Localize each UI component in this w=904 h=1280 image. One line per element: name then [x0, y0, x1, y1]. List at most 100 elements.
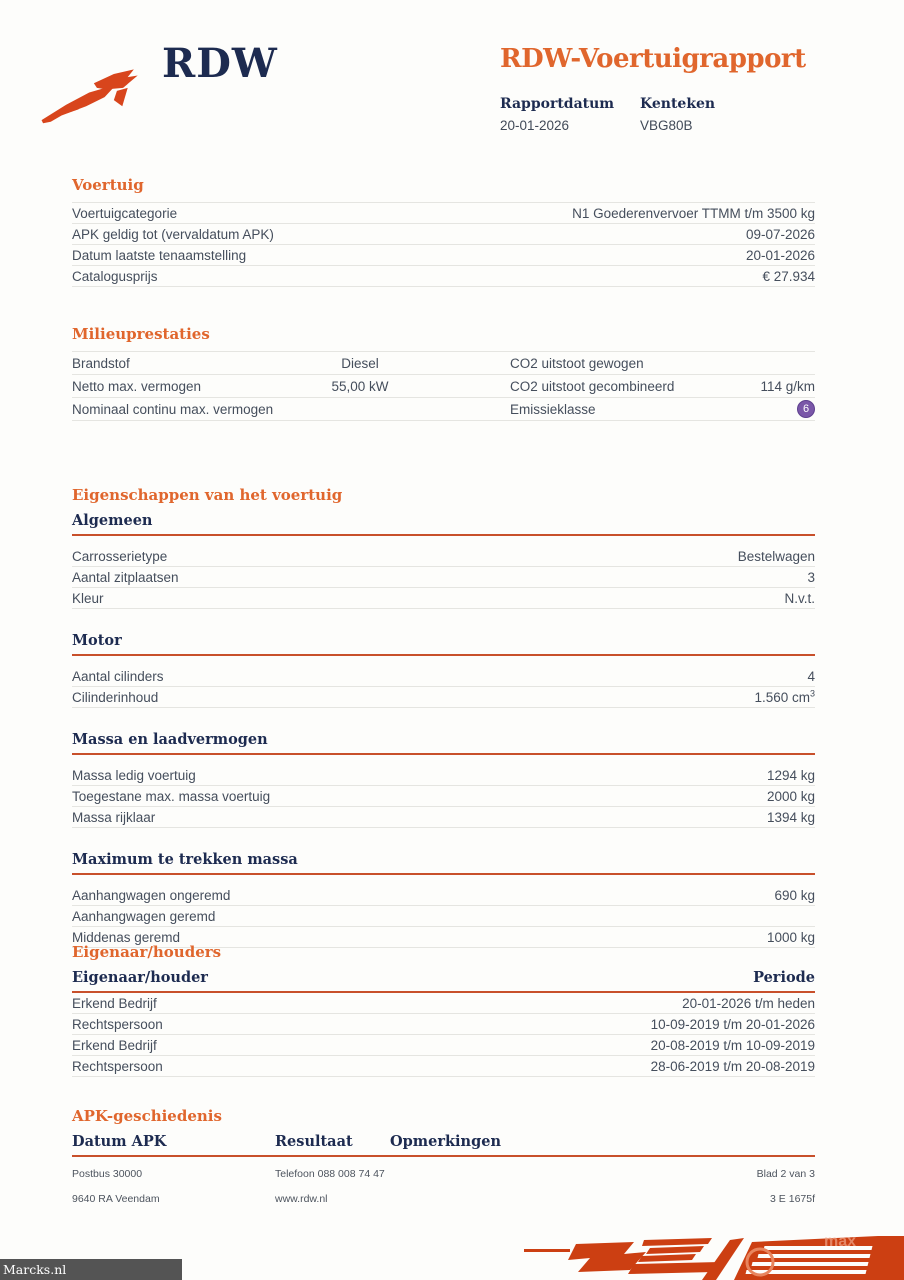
group-heading: Algemeen [72, 512, 815, 536]
owner-cell: Rechtspersoon [72, 1058, 163, 1074]
owner-cell: Erkend Bedrijf [72, 995, 157, 1011]
row-value: 1000 kg [766, 929, 815, 945]
column-header-result: Resultaat [275, 1133, 353, 1150]
period-cell: 28-06-2019 t/m 20-08-2019 [650, 1058, 815, 1074]
footer-website: www.rdw.nl [275, 1193, 328, 1205]
rdw-logo: RDW [40, 40, 278, 132]
speed-truck-graphic: max [524, 1233, 904, 1280]
row-value: € 27.934 [762, 268, 815, 284]
table-row: Carrosserietype Bestelwagen [72, 546, 815, 567]
group-heading: Maximum te trekken massa [72, 851, 815, 875]
row-value: N.v.t. [784, 590, 815, 606]
report-date-value: 20-01-2026 [500, 118, 570, 133]
apk-table-header: Datum APK Resultaat Opmerkingen [72, 1133, 815, 1157]
table-row: Erkend Bedrijf 20-01-2026 t/m heden [72, 993, 815, 1014]
row-value: 20-01-2026 [745, 247, 815, 263]
table-row: Massa ledig voertuig 1294 kg [72, 765, 815, 786]
section-milieuprestaties: Milieuprestaties Brandstof Diesel CO2 ui… [72, 325, 815, 421]
group-heading: Motor [72, 632, 815, 656]
table-row: Netto max. vermogen 55,00 kW CO2 uitstoo… [72, 375, 815, 398]
row-value: Bestelwagen [737, 548, 815, 564]
rdw-wing-icon [41, 69, 138, 124]
period-cell: 20-08-2019 t/m 10-09-2019 [650, 1037, 815, 1053]
row-label: Emissieklasse [510, 401, 596, 417]
owner-cell: Rechtspersoon [72, 1016, 163, 1032]
row-value: 1394 kg [766, 809, 815, 825]
rdw-logo-text: RDW [162, 40, 278, 87]
table-row: Catalogusprijs € 27.934 [72, 266, 815, 287]
table-row: Rechtspersoon 28-06-2019 t/m 20-08-2019 [72, 1056, 815, 1077]
footer-page-indicator: Blad 2 van 3 [756, 1168, 815, 1180]
row-label: Cilinderinhoud [72, 689, 159, 705]
row-label: Aantal cilinders [72, 668, 164, 684]
table-row: Toegestane max. massa voertuig 2000 kg [72, 786, 815, 807]
table-row: Kleur N.v.t. [72, 588, 815, 609]
owner-cell: Erkend Bedrijf [72, 1037, 157, 1053]
row-label: Aanhangwagen geremd [72, 908, 216, 924]
owner-table-header: Eigenaar/houder Periode [72, 969, 815, 993]
column-header-apk-date: Datum APK [72, 1133, 167, 1150]
table-row: Aantal zitplaatsen 3 [72, 567, 815, 588]
row-label: Brandstof [72, 355, 130, 371]
report-meta: Rapportdatum 20-01-2026 Kenteken VBG80B [500, 96, 820, 133]
row-label: Netto max. vermogen [72, 378, 202, 394]
license-plate-value: VBG80B [640, 118, 693, 133]
footer-address-line2: 9640 RA Veendam [72, 1193, 160, 1205]
watermark-label: Marcks.nl [3, 1262, 67, 1277]
section-apk: APK-geschiedenis Datum APK Resultaat Opm… [72, 1107, 815, 1157]
row-label: Kleur [72, 590, 104, 606]
table-row: APK geldig tot (vervaldatum APK) 09-07-2… [72, 224, 815, 245]
row-label: Massa ledig voertuig [72, 767, 196, 783]
row-label: CO2 uitstoot gewogen [510, 355, 644, 371]
group-heading: Massa en laadvermogen [72, 731, 815, 755]
row-value: N1 Goederenvervoer TTMM t/m 3500 kg [572, 205, 815, 221]
section-voertuig: Voertuig Voertuigcategorie N1 Goederenve… [72, 176, 815, 287]
row-label: Voertuigcategorie [72, 205, 178, 221]
superscript: 3 [809, 688, 815, 698]
table-row: Aanhangwagen ongeremd 690 kg [72, 885, 815, 906]
period-cell: 10-09-2019 t/m 20-01-2026 [650, 1016, 815, 1032]
row-label: CO2 uitstoot gecombineerd [510, 378, 675, 394]
ghost-watermark-text: max [824, 1233, 856, 1250]
column-header-remarks: Opmerkingen [390, 1133, 501, 1150]
table-row: Aanhangwagen geremd [72, 906, 815, 927]
section-title-eigenaar: Eigenaar/houders [72, 943, 222, 961]
group-trekken-massa: Maximum te trekken massa Aanhangwagen on… [72, 851, 815, 948]
row-value: 114 g/km [760, 378, 815, 394]
section-eigenschappen: Eigenschappen van het voertuig Algemeen … [72, 486, 815, 948]
row-label: Aantal zitplaatsen [72, 569, 179, 585]
column-header-period: Periode [753, 969, 815, 986]
row-label: Massa rijklaar [72, 809, 156, 825]
section-title-milieuprestaties: Milieuprestaties [72, 325, 210, 343]
row-value: 4 [807, 668, 815, 684]
table-row: Erkend Bedrijf 20-08-2019 t/m 10-09-2019 [72, 1035, 815, 1056]
table-row: Middenas geremd 1000 kg [72, 927, 815, 948]
row-label: Catalogusprijs [72, 268, 158, 284]
group-massa: Massa en laadvermogen Massa ledig voertu… [72, 731, 815, 828]
emission-class-badge: 6 [797, 400, 815, 418]
footer-address-line1: Postbus 30000 [72, 1168, 143, 1180]
table-row: Massa rijklaar 1394 kg [72, 807, 815, 828]
report-title: RDW-Voertuigrapport [500, 44, 806, 74]
report-date-label: Rapportdatum [500, 96, 615, 112]
table-row: Brandstof Diesel CO2 uitstoot gewogen [72, 352, 815, 375]
row-value: 690 kg [774, 887, 815, 903]
row-label: Middenas geremd [72, 929, 181, 945]
table-row: Nominaal continu max. vermogen Emissiekl… [72, 398, 815, 421]
row-value: 09-07-2026 [745, 226, 815, 242]
group-motor: Motor Aantal cilinders 4 Cilinderinhoud … [72, 632, 815, 708]
row-label: Nominaal continu max. vermogen [72, 401, 274, 417]
page-footer: Postbus 30000 Telefoon 088 008 74 47 Bla… [72, 1168, 815, 1218]
row-value: Diesel [341, 355, 379, 371]
row-label: Aanhangwagen ongeremd [72, 887, 231, 903]
table-row: Aantal cilinders 4 [72, 666, 815, 687]
row-value: 1294 kg [766, 767, 815, 783]
footer-doc-code: 3 E 1675f [770, 1193, 815, 1205]
table-row: Voertuigcategorie N1 Goederenvervoer TTM… [72, 203, 815, 224]
section-eigenaar: Eigenaar/houders Eigenaar/houder Periode… [72, 943, 815, 1077]
row-label: Datum laatste tenaamstelling [72, 247, 247, 263]
row-label: Carrosserietype [72, 548, 168, 564]
row-value: 2000 kg [766, 788, 815, 804]
license-plate-label: Kenteken [640, 96, 716, 112]
